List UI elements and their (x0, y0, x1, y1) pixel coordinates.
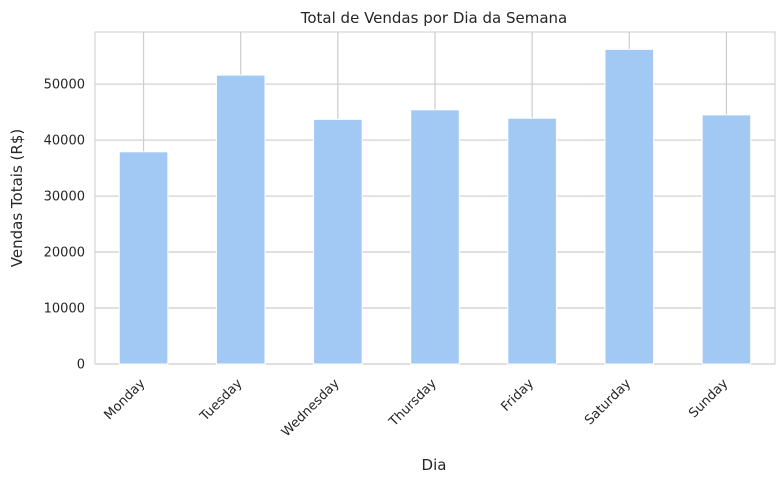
bars (118, 48, 752, 365)
x-tick-labels: Monday Tuesday Wednesday Thursday Friday Satu… (101, 376, 731, 440)
bar-thursday (410, 109, 460, 365)
bar-monday (118, 151, 169, 365)
x-tick-label: Thursday (386, 376, 440, 430)
y-tick-label: 50000 (44, 78, 85, 93)
bar-friday (507, 117, 557, 365)
x-tick-label: Friday (499, 376, 538, 415)
y-tick-label: 20000 (44, 246, 85, 261)
x-tick-label: Monday (101, 376, 148, 423)
bar-saturday (604, 48, 655, 365)
x-tick-label: Sunday (686, 376, 731, 421)
bar-tuesday (215, 74, 266, 365)
x-axis-label: Dia (422, 456, 447, 474)
bar-wednesday (313, 118, 363, 365)
bar-sunday (701, 114, 752, 365)
x-tick-label: Saturday (582, 376, 634, 428)
x-tick-label: Tuesday (197, 376, 246, 425)
y-axis-label: Vendas Totais (R$) (8, 129, 26, 267)
y-tick-labels: 0 10000 20000 30000 40000 50000 (44, 78, 85, 373)
y-tick-label: 0 (77, 358, 85, 373)
y-tick-label: 40000 (44, 134, 85, 149)
x-tick-label: Wednesday (279, 376, 343, 440)
chart-title: Total de Vendas por Dia da Semana (300, 9, 568, 27)
y-tick-label: 10000 (44, 302, 85, 317)
y-tick-label: 30000 (44, 190, 85, 205)
